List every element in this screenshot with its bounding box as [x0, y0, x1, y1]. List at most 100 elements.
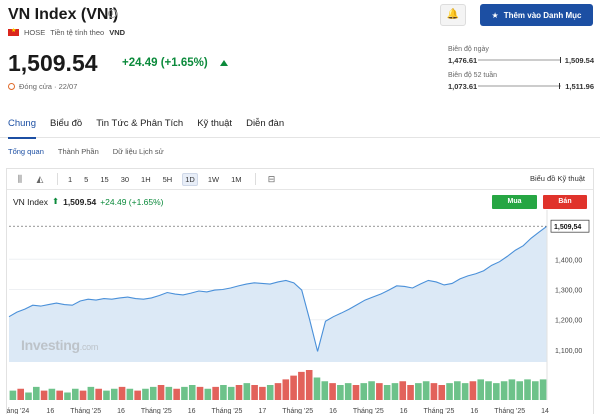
y-tick-label: 1,400,00 [555, 257, 582, 264]
watermark-suffix: .com [79, 342, 99, 352]
volume-bar [181, 386, 188, 400]
volume-bar [32, 386, 40, 400]
x-tick-label: Tháng '25 [70, 408, 101, 414]
volume-bar [508, 379, 516, 400]
x-tick-label: 16 [400, 408, 408, 414]
interval-1h[interactable]: 1H [141, 174, 151, 184]
day-range-label: Biên độ ngày [448, 46, 489, 53]
candlestick-icon[interactable]: ⫼ [17, 174, 23, 184]
interval-30m[interactable]: 30 [120, 174, 130, 184]
x-tick-label: Tháng '25 [141, 408, 172, 414]
volume-bar [103, 390, 110, 400]
interval-1mo[interactable]: 1M [231, 174, 242, 184]
price-line [8, 225, 548, 352]
x-tick-label: 16 [470, 408, 478, 414]
interval-15m[interactable]: 15 [100, 174, 109, 184]
volume-bar [321, 381, 329, 400]
tab-forum[interactable]: Diễn đàn [246, 118, 285, 129]
volume-bar [313, 377, 321, 400]
volume-bar [368, 381, 375, 400]
volume-bar [485, 381, 492, 400]
last-price: 1,509.54 [8, 50, 98, 76]
volume-bar [539, 379, 547, 400]
volume-bar [17, 388, 24, 400]
clock-icon [8, 83, 15, 90]
volume-bar [376, 383, 383, 400]
instrument-title: VN Index (VNI) [8, 6, 119, 23]
sell-button[interactable]: Bán [543, 195, 587, 209]
legend-change: +24.49 (+1.65%) [100, 196, 164, 207]
volume-bar [469, 381, 477, 400]
week52-range-values: 1,073.61 1,511.96 [448, 82, 594, 91]
subtab-summary[interactable]: Tổng quan [8, 147, 44, 156]
chart-panel: ⫼ ◭ 1 5 15 30 1H 5H 1D 1W 1M ⊟ Biểu đồ K… [6, 168, 594, 414]
volume-bar [40, 390, 48, 400]
week52-range-bar [478, 83, 561, 89]
chart-toolbar: ⫼ ◭ 1 5 15 30 1H 5H 1D 1W 1M ⊟ Biểu đồ K… [7, 169, 593, 190]
bell-plus-icon: 🔔 [446, 9, 460, 20]
tab-chart[interactable]: Biểu đồ [50, 118, 83, 129]
sub-tabs: Tổng quan Thành Phần Dữ liệu Lịch sử [8, 147, 164, 156]
volume-bar [126, 388, 134, 400]
volume-bar [235, 385, 243, 400]
currency-value: VND [109, 28, 126, 37]
subtab-components[interactable]: Thành Phần [57, 147, 99, 156]
interval-1w[interactable]: 1W [207, 174, 220, 184]
main-tabs: Chung Biểu đồ Tin Tức & Phân Tích Kỹ thu… [0, 116, 600, 139]
watermark-brand: Investing [21, 337, 80, 353]
interval-1m[interactable]: 1 [68, 174, 73, 184]
interval-1d[interactable]: 1D [182, 172, 198, 186]
toolbar-divider [255, 173, 257, 185]
volume-bar [243, 383, 251, 400]
indicator-icon[interactable]: ⊟ [267, 174, 276, 184]
volume-bar [461, 383, 469, 400]
volume-bar [56, 390, 63, 400]
tab-overview[interactable]: Chung [8, 116, 36, 139]
volume-bar [360, 383, 368, 400]
volume-bar [407, 385, 414, 400]
volume-bar [383, 385, 391, 400]
vietnam-flag-icon [8, 27, 19, 36]
subtab-historical-data[interactable]: Dữ liệu Lịch sử [112, 147, 164, 156]
buy-button[interactable]: Mua [492, 195, 537, 209]
volume-bar [493, 383, 500, 400]
interval-5h[interactable]: 5H [162, 174, 173, 184]
technical-chart-link[interactable]: Biểu đồ Kỹ thuật [529, 174, 585, 183]
day-range-low: 1,476.61 [448, 56, 478, 65]
quote-header: VN Index (VNI) i HOSE Tiền tệ tính theo … [0, 0, 600, 48]
volume-bar [64, 392, 71, 400]
add-alert-button[interactable]: 🔔 [440, 4, 466, 26]
currency-label: Tiền tệ tính theo [50, 28, 105, 37]
legend-price: 1,509.54 [63, 196, 97, 207]
interval-5m[interactable]: 5 [84, 174, 89, 184]
x-tick-label: Tháng '25 [353, 408, 384, 414]
week52-range: Biên độ 52 tuần 1,073.61 1,511.96 [448, 72, 594, 91]
day-range: Biên độ ngày 1,476.61 1,509.54 [448, 46, 594, 65]
tab-news[interactable]: Tin Tức & Phân Tích [96, 118, 184, 129]
tab-technical[interactable]: Kỹ thuật [197, 118, 233, 129]
volume-bar [344, 383, 352, 400]
area-chart-icon[interactable]: ◭ [36, 174, 44, 184]
info-icon[interactable]: i [108, 9, 117, 18]
volume-bar [352, 385, 360, 400]
watchlist-button-label: Thêm vào Danh Mục [503, 10, 582, 20]
volume-bar [71, 388, 79, 400]
volume-bar [516, 381, 524, 400]
week52-range-marker [559, 83, 560, 89]
x-tick-label: Tháng '25 [282, 408, 313, 414]
volume-bar [305, 370, 313, 400]
volume-bar [438, 385, 446, 400]
volume-bar [173, 388, 180, 400]
volume-bar [110, 388, 118, 400]
volume-bar [430, 383, 438, 400]
volume-bar [454, 381, 461, 400]
volume-bar [157, 385, 165, 400]
price-chart[interactable]: 1,400,00 1,300,00 1,200,00 1,100,00 1,509,54… [7, 190, 593, 414]
investing-watermark: Investing.com [21, 337, 98, 353]
x-tick-label: 16 [329, 408, 337, 414]
volume-bar [399, 381, 407, 400]
add-to-watchlist-button[interactable]: ★ Thêm vào Danh Mục [480, 4, 593, 26]
volume-bar [118, 386, 126, 400]
volume-bar [532, 381, 539, 400]
volume-bar [266, 385, 274, 400]
